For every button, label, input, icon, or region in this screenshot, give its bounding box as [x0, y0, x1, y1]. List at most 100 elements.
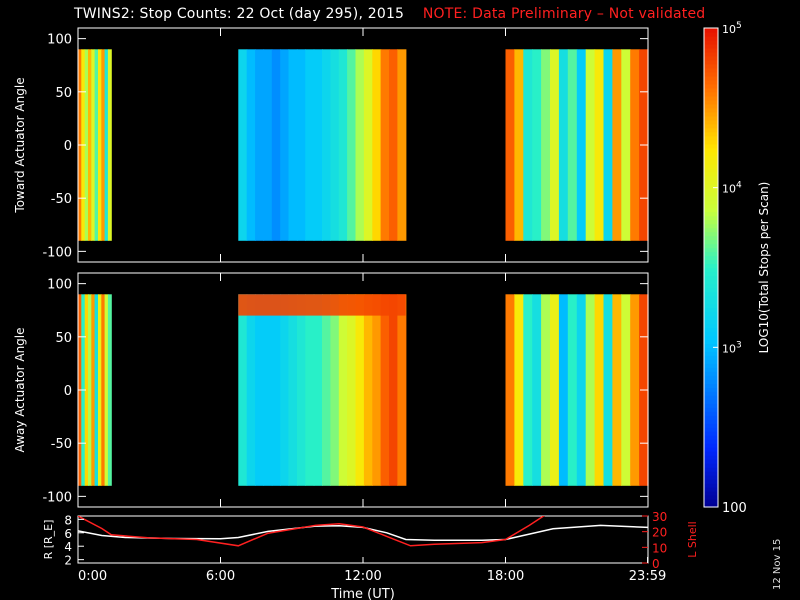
colorbar-cell: [704, 147, 718, 153]
colorbar-cell: [704, 99, 718, 105]
colorbar-cell: [704, 131, 718, 137]
colorbar-cell: [704, 199, 718, 205]
away-heat-cell: [523, 294, 533, 486]
toward-heat-cell: [585, 49, 596, 241]
colorbar-cell: [704, 179, 718, 185]
colorbar-cell: [704, 48, 718, 53]
colorbar-cell: [704, 211, 718, 217]
colorbar-cell: [704, 163, 718, 169]
colorbar-cell: [704, 203, 718, 209]
toward-heat-cell: [107, 49, 112, 241]
away-heat-cell: [397, 294, 407, 486]
toward-heat-cell: [104, 49, 109, 241]
colorbar-cell: [704, 307, 718, 312]
away-ytick-label: 50: [55, 331, 72, 346]
toward-heat-cell: [94, 49, 99, 241]
away-heat-cell: [246, 294, 256, 486]
toward-heat-cell: [567, 49, 578, 241]
colorbar-cell: [704, 423, 718, 428]
colorbar-cell: [704, 111, 718, 117]
toward-ytick-label: -50: [51, 192, 72, 207]
toward-heat-cell: [322, 49, 331, 241]
colorbar-cell: [704, 63, 718, 69]
colorbar-cell: [704, 275, 718, 281]
colorbar-cell: [704, 375, 718, 380]
orbit-ytick-label: 4: [64, 540, 72, 554]
lshell-ytick-label: 20: [652, 526, 667, 540]
colorbar-cell: [704, 319, 718, 324]
colorbar-cell: [704, 395, 718, 400]
colorbar-cell: [704, 299, 718, 304]
colorbar-cell: [704, 207, 718, 213]
colorbar-cell: [704, 83, 718, 89]
colorbar-cell: [704, 115, 718, 121]
colorbar-cell: [704, 459, 718, 464]
away-heat-cell: [91, 294, 96, 486]
colorbar-cell: [704, 167, 718, 173]
toward-heat-cell: [263, 49, 273, 241]
away-ytick-label: 100: [47, 278, 72, 293]
colorbar-cell: [704, 403, 718, 408]
colorbar-cell: [704, 195, 718, 201]
colorbar-cell: [704, 291, 718, 296]
colorbar-cell: [704, 503, 718, 508]
away-heat-cell: [372, 294, 382, 486]
colorbar-cell: [704, 267, 718, 273]
toward-heat-cell: [621, 49, 631, 241]
away-heat-cell: [380, 294, 390, 486]
colorbar-label: LOG10(Total Stops per Scan): [757, 182, 771, 354]
orbit-ytick-label: 2: [64, 554, 72, 568]
orbit-ytick-label: 6: [64, 527, 72, 541]
colorbar-cell: [704, 75, 718, 81]
colorbar-cell: [704, 399, 718, 404]
colorbar-cell: [704, 351, 718, 356]
colorbar-cell: [704, 28, 718, 33]
colorbar-cell: [704, 155, 718, 161]
away-heat-cell: [532, 294, 542, 486]
colorbar-cell: [704, 95, 718, 101]
away-ytick-label: -100: [42, 490, 72, 505]
colorbar-cell: [704, 107, 718, 113]
colorbar-cell: [704, 263, 718, 269]
toward-ytick-label: 50: [55, 86, 72, 101]
colorbar-cell: [704, 227, 718, 233]
colorbar-cell: [704, 279, 718, 285]
colorbar-cell: [704, 427, 718, 432]
colorbar-cell: [704, 331, 718, 336]
away-heat-cell: [107, 294, 112, 486]
colorbar-cell: [704, 431, 718, 436]
colorbar-cell: [704, 475, 718, 480]
away-ylabel: Away Actuator Angle: [13, 327, 27, 452]
away-heat-cell: [305, 294, 315, 486]
away-heat-cell: [94, 294, 99, 486]
colorbar-cell: [704, 327, 718, 332]
colorbar-cell: [704, 79, 718, 85]
away-heat-cell: [612, 294, 622, 486]
colorbar-cell: [704, 139, 718, 145]
colorbar-cell: [704, 443, 718, 448]
colorbar-cell: [704, 143, 718, 149]
colorbar-cell: [704, 247, 718, 253]
colorbar-cell: [704, 32, 718, 37]
colorbar-cell: [704, 171, 718, 177]
l-shell-line: [78, 516, 545, 547]
toward-heat-cell: [271, 49, 281, 241]
colorbar-cell: [704, 127, 718, 133]
colorbar-cell: [704, 463, 718, 468]
colorbar-cell: [704, 40, 718, 45]
away-heat-cell: [550, 294, 560, 486]
toward-heat-cell: [347, 49, 357, 241]
toward-heat-cell: [246, 49, 256, 241]
lshell-ytick-label: 0: [652, 557, 660, 571]
toward-heat-cell: [238, 49, 248, 241]
colorbar-cell: [704, 51, 718, 57]
preliminary-note: NOTE: Data Preliminary – Not validated: [422, 6, 706, 22]
toward-heat-cell: [558, 49, 569, 241]
figure-title: TWINS2: Stop Counts: 22 Oct (day 295), 2…: [74, 6, 705, 26]
colorbar-cell: [704, 67, 718, 73]
colorbar-cell: [704, 36, 718, 41]
toward-heat-cell: [355, 49, 365, 241]
orbit-ytick-label: 8: [64, 513, 72, 527]
colorbar-cell: [704, 231, 718, 237]
toward-heat-cell: [288, 49, 298, 241]
